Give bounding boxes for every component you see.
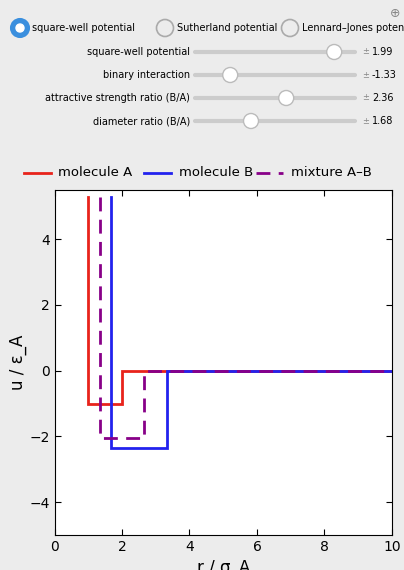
Text: molecule A: molecule A [59,166,133,180]
Text: ±: ± [362,93,369,103]
Text: molecule B: molecule B [179,166,253,180]
Circle shape [244,113,259,128]
Circle shape [282,20,298,36]
Text: ±: ± [362,116,369,125]
Circle shape [327,44,342,59]
Text: diameter ratio (B/A): diameter ratio (B/A) [93,116,190,126]
Text: square-well potential: square-well potential [32,23,135,33]
Text: ±: ± [362,47,369,56]
Text: ⊕: ⊕ [389,7,400,20]
Text: mixture A–B: mixture A–B [291,166,372,180]
Circle shape [12,20,28,36]
Circle shape [16,24,24,32]
Text: 1.99: 1.99 [372,47,393,57]
Y-axis label: u / ε_A: u / ε_A [8,335,27,390]
Circle shape [157,20,173,36]
Circle shape [279,91,294,105]
Text: ±: ± [362,71,369,79]
Text: attractive strength ratio (B/A): attractive strength ratio (B/A) [45,93,190,103]
Text: 2.36: 2.36 [372,93,393,103]
X-axis label: r / σ_A: r / σ_A [197,559,250,570]
Text: 1.68: 1.68 [372,116,393,126]
Text: Lennard–Jones potential: Lennard–Jones potential [302,23,404,33]
Text: binary interaction: binary interaction [103,70,190,80]
Text: -1.33: -1.33 [372,70,397,80]
Text: Sutherland potential: Sutherland potential [177,23,278,33]
Circle shape [223,67,238,83]
Text: square-well potential: square-well potential [87,47,190,57]
